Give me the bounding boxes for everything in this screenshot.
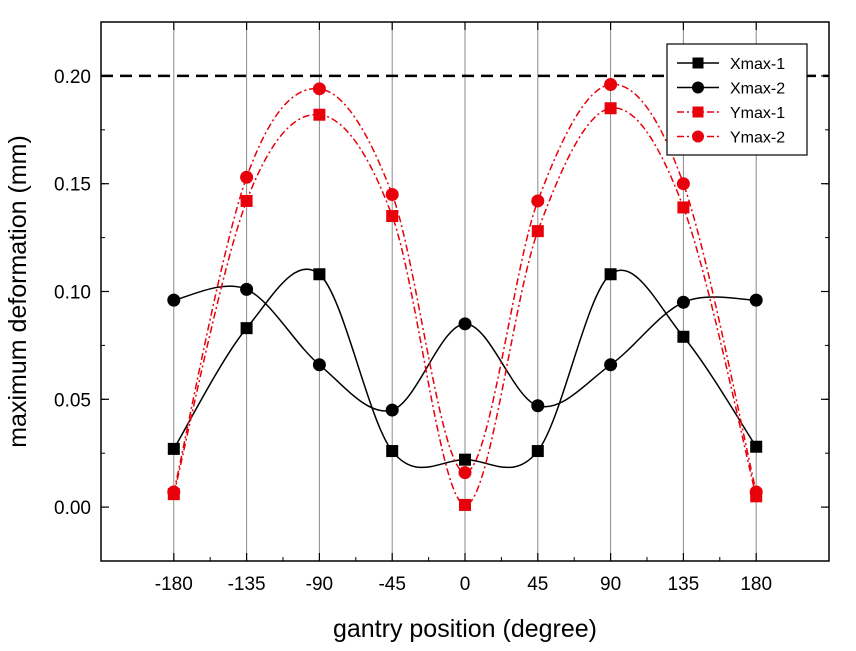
x-tick-label: -135 bbox=[228, 574, 266, 595]
data-point-ymax-2 bbox=[676, 177, 690, 191]
series-layer bbox=[167, 78, 763, 511]
data-point-ymax-1 bbox=[240, 194, 253, 207]
legend-marker-xmax-1 bbox=[692, 57, 704, 69]
data-point-xmax-2 bbox=[531, 399, 545, 413]
x-tick-label: 180 bbox=[740, 574, 772, 595]
legend-label-xmax-1: Xmax-1 bbox=[730, 56, 785, 73]
x-tick-label: 135 bbox=[668, 574, 700, 595]
data-point-ymax-2 bbox=[240, 170, 254, 184]
x-tick-label: -45 bbox=[378, 574, 405, 595]
data-point-ymax-2 bbox=[167, 485, 181, 499]
y-tick-label: 0.00 bbox=[54, 498, 91, 519]
data-point-xmax-2 bbox=[676, 295, 690, 309]
data-point-xmax-2 bbox=[312, 358, 326, 372]
data-point-ymax-1 bbox=[459, 498, 471, 511]
data-point-ymax-2 bbox=[458, 466, 472, 480]
data-point-ymax-1 bbox=[313, 108, 326, 121]
data-point-xmax-1 bbox=[167, 442, 180, 455]
data-point-xmax-1 bbox=[750, 440, 763, 453]
legend-label-ymax-1: Ymax-1 bbox=[730, 105, 785, 122]
data-point-ymax-1 bbox=[531, 225, 544, 238]
data-point-xmax-2 bbox=[458, 317, 472, 331]
data-point-xmax-1 bbox=[459, 453, 471, 466]
y-tick-label: 0.05 bbox=[54, 390, 91, 411]
data-point-xmax-1 bbox=[240, 322, 253, 335]
data-point-xmax-2 bbox=[604, 358, 618, 372]
legend-label-ymax-2: Ymax-2 bbox=[730, 130, 785, 147]
series-xmax-1 bbox=[167, 268, 763, 469]
legend: Xmax-1 Xmax-2 Ymax-1 Ymax-2 bbox=[666, 43, 808, 156]
tick-layer bbox=[101, 21, 829, 562]
data-point-ymax-1 bbox=[604, 102, 617, 115]
data-point-xmax-1 bbox=[677, 330, 690, 343]
y-axis-title: maximum deformation (mm) bbox=[4, 135, 32, 448]
y-tick-label: 0.20 bbox=[54, 67, 91, 88]
x-tick-label: 0 bbox=[460, 574, 471, 595]
data-point-xmax-2 bbox=[749, 293, 763, 307]
data-point-xmax-2 bbox=[385, 403, 399, 417]
data-point-ymax-2 bbox=[531, 194, 545, 208]
data-point-ymax-2 bbox=[749, 485, 763, 499]
legend-marker-ymax-1 bbox=[692, 106, 704, 118]
data-point-ymax-2 bbox=[385, 187, 399, 201]
legend-marker-ymax-2 bbox=[692, 130, 704, 143]
x-axis-title: gantry position (degree) bbox=[333, 615, 597, 643]
data-point-ymax-1 bbox=[677, 201, 690, 214]
series-ymax-2 bbox=[167, 78, 763, 499]
data-point-ymax-2 bbox=[312, 82, 326, 96]
data-point-ymax-2 bbox=[604, 78, 618, 92]
tick-label-layer: -180 -135 -90 -45 0 45 90 135 180 0.00 0.05 0.10 0.1… bbox=[54, 67, 772, 595]
legend-marker-xmax-2 bbox=[692, 81, 704, 94]
data-point-xmax-1 bbox=[386, 445, 399, 458]
data-point-xmax-1 bbox=[531, 445, 544, 458]
series-xmax-2 bbox=[167, 282, 763, 417]
data-point-ymax-1 bbox=[386, 210, 399, 223]
x-tick-label: 45 bbox=[527, 574, 548, 595]
x-tick-label: 90 bbox=[600, 574, 621, 595]
data-point-xmax-1 bbox=[313, 268, 326, 281]
legend-label-xmax-2: Xmax-2 bbox=[730, 81, 785, 98]
data-point-xmax-2 bbox=[240, 282, 254, 296]
data-point-xmax-1 bbox=[604, 268, 617, 281]
y-tick-label: 0.10 bbox=[54, 283, 91, 304]
data-point-xmax-2 bbox=[167, 293, 181, 307]
x-tick-label: -180 bbox=[155, 574, 193, 595]
x-tick-label: -90 bbox=[306, 574, 333, 595]
y-tick-label: 0.15 bbox=[54, 175, 91, 196]
